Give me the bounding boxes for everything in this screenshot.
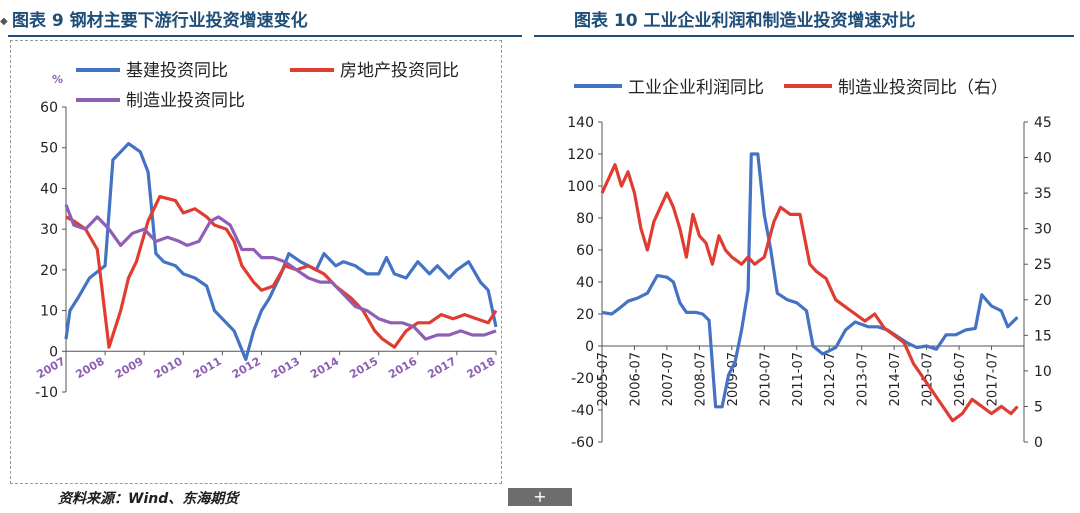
left-y-tick-label: 20 [40,263,58,279]
right-left-y-tick-label: 100 [567,179,594,195]
corner-marker: ◆ [0,16,8,27]
right-x-tick-label: 2012-07 [823,352,838,406]
left-x-tick-label: 2009 [113,355,146,382]
left-y-tick-label: 40 [40,181,58,197]
right-right-y-tick-label: 20 [1034,293,1052,309]
right-x-tick-label: 2011-07 [791,352,806,406]
left-series-line-1 [65,195,498,349]
right-right-y-tick-label: 15 [1034,328,1052,344]
left-x-tick-label: 2010 [152,354,185,381]
left-y-unit-label: % [52,73,63,86]
right-left-y-tick-label: -60 [571,435,594,451]
right-legend-label-0: 工业企业利润同比 [628,78,764,98]
right-x-tick-label: 2009-07 [726,352,741,406]
left-y-tick-label: -10 [35,385,58,401]
left-x-tick-label: 2015 [347,355,380,382]
right-right-y-tick-label: 10 [1034,364,1052,380]
left-series-line-0 [64,142,498,361]
left-y-tick-label: 60 [40,100,58,116]
expand-button[interactable]: + [508,488,572,506]
right-left-y-tick-label: 120 [567,147,594,163]
source-note: 资料来源：Wind、东海期货 [58,491,239,507]
right-series-line-1 [600,163,1019,423]
right-x-tick-label: 2010-07 [758,352,773,406]
left-title-rule [8,35,522,37]
right-right-y-tick-label: 25 [1034,257,1052,273]
right-x-tick-label: 2014-07 [888,352,903,406]
right-left-y-tick-label: 140 [567,115,594,131]
right-series-line-0 [601,152,1019,409]
left-chart-frame [10,40,502,484]
right-x-tick-label: 2005-07 [596,352,611,406]
right-x-tick-label: 2006-07 [628,352,643,406]
right-title-rule [534,35,1074,37]
left-x-tick-label: 2013 [269,355,302,382]
left-x-tick-label: 2017 [425,355,458,382]
right-x-tick-label: 2017-07 [986,352,1001,406]
left-x-tick-label: 2016 [386,354,419,381]
left-x-tick-label: 2011 [191,355,224,382]
right-left-y-tick-label: -40 [571,403,594,419]
right-x-tick-label: 2008-07 [693,352,708,406]
right-left-y-tick-label: 40 [576,275,594,291]
right-left-y-tick-label: 20 [576,307,594,323]
left-x-tick-label: 2008 [74,355,107,382]
right-right-y-tick-label: 45 [1034,115,1052,131]
right-left-y-tick-label: 60 [576,243,594,259]
right-right-y-tick-label: 30 [1034,222,1052,238]
right-legend-label-1: 制造业投资同比（右） [838,78,1008,98]
right-x-tick-label: 2007-07 [661,352,676,406]
right-x-tick-label: 2013-07 [856,352,871,406]
left-y-tick-label: 10 [40,304,58,320]
left-y-tick-label: 50 [40,141,58,157]
left-x-tick-label: 2014 [308,354,341,381]
right-right-y-tick-label: 35 [1034,186,1052,202]
right-right-y-tick-label: 40 [1034,151,1052,167]
left-chart-title: 图表 9 钢材主要下游行业投资增速变化 [12,11,308,31]
right-x-tick-label: 2016-07 [953,352,968,406]
left-legend-label-1: 房地产投资同比 [340,61,459,81]
right-chart-title: 图表 10 工业企业利润和制造业投资增速对比 [574,11,916,31]
right-left-y-tick-label: 0 [585,339,594,355]
left-x-tick-label: 2018 [464,355,497,382]
right-left-y-tick-label: 80 [576,211,594,227]
left-legend-label-2: 制造业投资同比 [126,91,245,111]
right-left-y-tick-label: -20 [571,371,594,387]
right-right-y-tick-label: 5 [1034,399,1043,415]
right-right-y-tick-label: 0 [1034,435,1043,451]
left-y-tick-label: 30 [40,222,58,238]
left-y-tick-label: 0 [49,344,58,360]
left-legend-label-0: 基建投资同比 [126,61,228,81]
left-series-line-2 [64,204,497,341]
